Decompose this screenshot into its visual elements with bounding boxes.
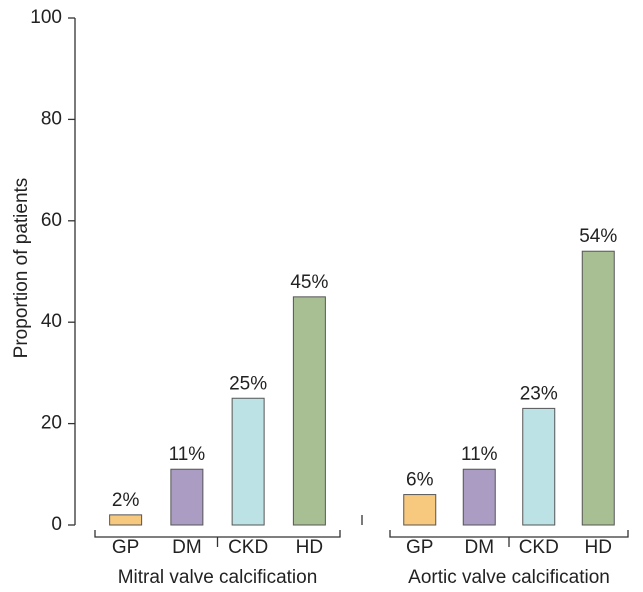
bar [462,468,496,526]
x-tick-label: HD [296,537,323,558]
y-tick-label: 20 [41,413,62,434]
x-tick-label: GP [406,537,433,558]
y-tick-label: 40 [41,311,62,332]
bar [170,468,204,526]
bar [292,296,326,526]
group-bracket [94,530,341,547]
bar [109,514,143,526]
bar [522,407,556,526]
y-tick-label: 80 [41,108,62,129]
y-tick-label: 100 [30,7,62,28]
group-bracket [389,530,629,547]
x-tick-label: CKD [228,537,268,558]
value-label: 11% [169,444,206,465]
y-axis-label: Proportion of patients [11,178,32,359]
group-label: Mitral valve calcification [118,567,318,588]
bar [231,397,265,526]
value-label: 54% [579,226,617,247]
y-tick-label: 0 [51,514,62,535]
bar [581,250,615,526]
value-label: 25% [229,373,267,394]
x-tick-label: GP [112,537,139,558]
value-label: 45% [290,272,328,293]
x-tick-label: CKD [519,537,559,558]
value-label: 11% [461,444,498,465]
x-tick-label: DM [172,537,202,558]
y-tick-label: 60 [41,210,62,231]
x-tick-label: DM [464,537,494,558]
value-label: 6% [406,470,434,491]
value-label: 2% [112,490,140,511]
group-label: Aortic valve calcification [408,567,610,588]
value-label: 23% [520,383,558,404]
x-tick-label: HD [585,537,612,558]
bar [403,494,437,526]
